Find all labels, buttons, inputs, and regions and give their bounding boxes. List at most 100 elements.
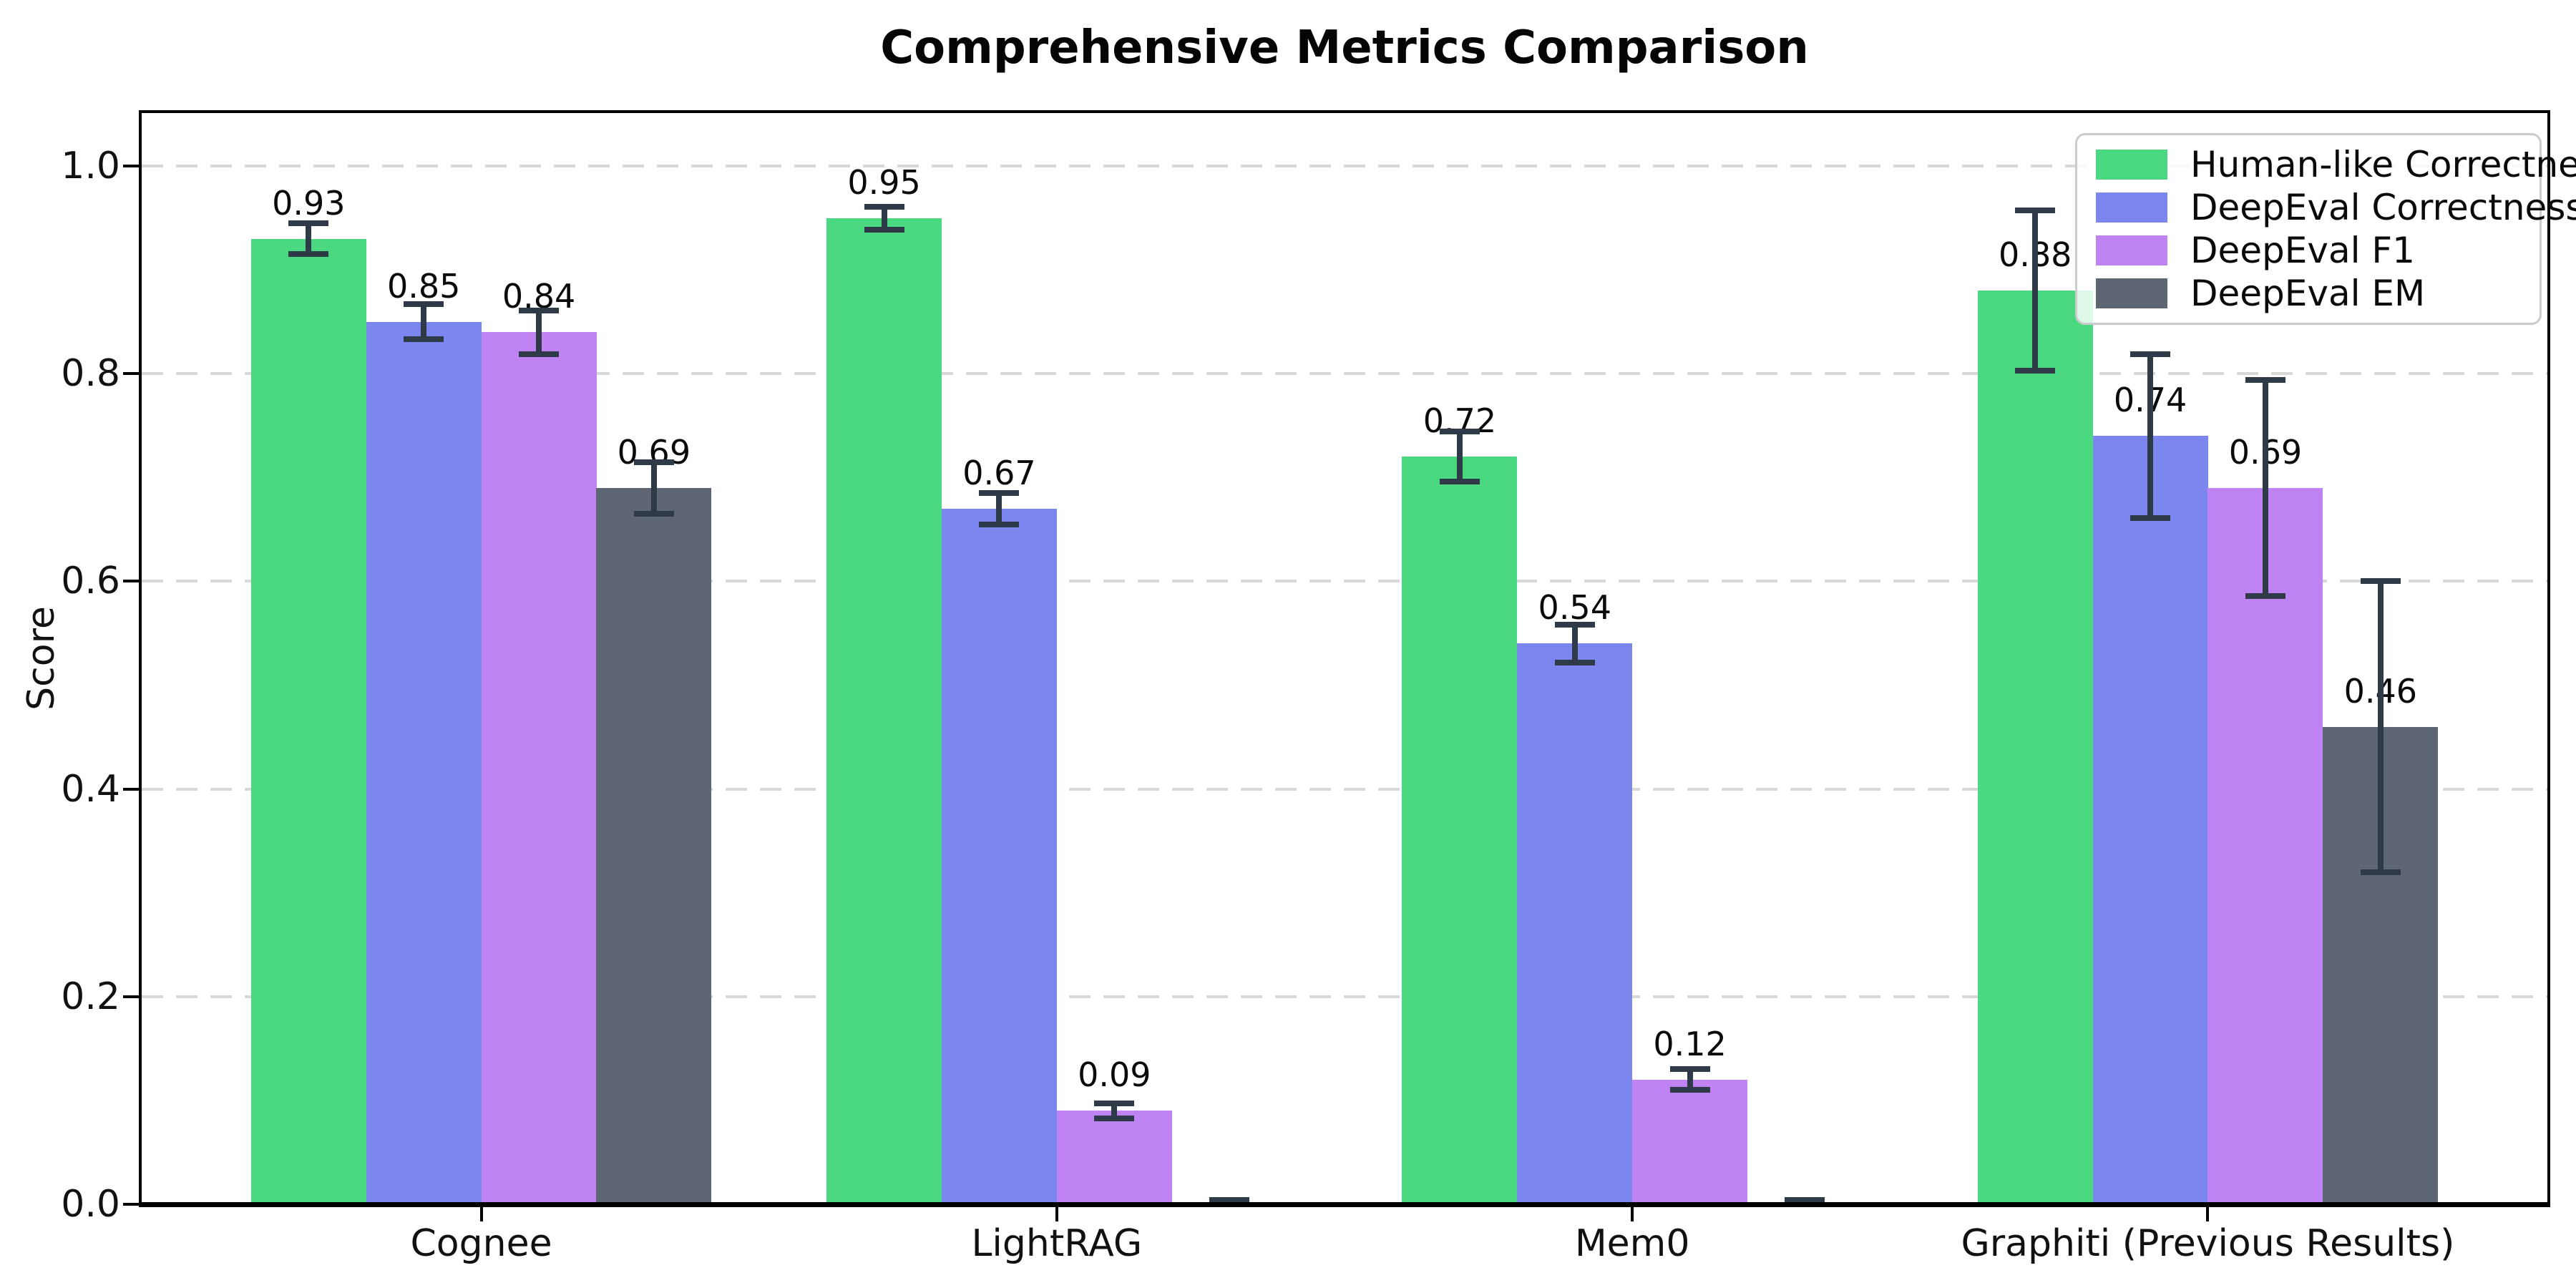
error-bar-cap-bottom [1554, 659, 1595, 665]
x-tick [1055, 1207, 1058, 1221]
error-bar-cap-bottom [2015, 367, 2056, 374]
y-tick [123, 372, 139, 376]
bar [1402, 457, 1518, 1204]
error-bar-cap-top [2130, 351, 2171, 357]
error-bar-cap-bottom [864, 226, 904, 233]
chart-title: Comprehensive Metrics Comparison [880, 21, 1809, 74]
error-bar-cap-top [1439, 429, 1480, 435]
bar-value-label: 0.95 [847, 162, 921, 202]
legend: Human-like Correctness DeepEval Correctne… [2075, 133, 2576, 325]
gridline [142, 995, 2547, 998]
legend-item: Human-like Correctness [2096, 144, 2576, 185]
error-bar-cap-bottom [288, 251, 329, 258]
bars-layer [142, 113, 2547, 1204]
error-bar-line [1571, 625, 1578, 663]
gridline [142, 787, 2547, 791]
legend-label: Human-like Correctness [2190, 144, 2576, 185]
bar-value-label: 0.12 [1653, 1024, 1727, 1063]
error-bar-line [1687, 1069, 1693, 1091]
bar [2207, 487, 2323, 1204]
error-bar-line [1456, 431, 1463, 482]
bar [826, 218, 942, 1204]
error-bar-cap-bottom [404, 336, 444, 343]
bar [596, 487, 712, 1204]
error-bar-cap-top [1209, 1197, 1250, 1204]
error-bar-cap-top [864, 203, 904, 210]
y-tick-label: 0.2 [61, 975, 120, 1018]
error-bar-cap-top [1554, 622, 1595, 628]
legend-item: DeepEval F1 [2096, 230, 2521, 271]
error-bar-line [421, 303, 427, 340]
y-tick-label: 1.0 [61, 145, 120, 187]
y-tick [123, 580, 139, 583]
error-bar-cap-top [633, 459, 674, 465]
error-bar-cap-bottom [979, 521, 1020, 527]
bar [481, 332, 597, 1204]
bar-value-label: 0.85 [386, 266, 461, 306]
error-bar-cap-top [519, 307, 560, 313]
bar [941, 508, 1057, 1204]
bar [1056, 1111, 1172, 1204]
error-bar-line [2147, 353, 2154, 518]
gridline [142, 165, 2547, 167]
error-bar-line [1111, 1103, 1118, 1118]
error-bar-cap-bottom [633, 511, 674, 517]
error-bar-cap-top [2245, 376, 2285, 383]
x-tick-label: Graphiti (Previous Results) [1961, 1222, 2455, 1265]
error-bar-cap-bottom [519, 351, 560, 357]
x-tick-label: Mem0 [1574, 1222, 1690, 1265]
bar-value-label: 0.67 [962, 453, 1036, 492]
grid-layer [142, 113, 2547, 1204]
error-bar-cap-bottom [2130, 514, 2171, 521]
bar-value-label: 0.09 [1078, 1055, 1151, 1095]
error-bar-cap-bottom [1669, 1087, 1710, 1093]
y-tick-label: 0.8 [61, 352, 120, 396]
y-axis-label: Score [20, 606, 63, 711]
legend-swatch [2096, 192, 2167, 223]
error-bars-layer [142, 113, 2547, 1204]
error-bar-cap-bottom [2245, 592, 2285, 599]
error-bar-line [2032, 210, 2039, 371]
error-bar-cap-top [2360, 578, 2401, 585]
legend-label: DeepEval EM [2190, 273, 2426, 314]
error-bar-line [536, 310, 542, 354]
bar-value-label: 0.54 [1538, 588, 1611, 628]
error-bar-line [996, 493, 1002, 525]
gridline [142, 580, 2547, 583]
bar [366, 321, 482, 1204]
y-tick [123, 165, 139, 167]
gridline [142, 372, 2547, 376]
legend-swatch [2096, 278, 2167, 308]
error-bar-cap-top [1094, 1101, 1135, 1107]
error-bar-line [2262, 379, 2268, 596]
legend-label: DeepEval Correctness [2190, 187, 2576, 228]
y-tick-label: 0.6 [61, 560, 120, 603]
error-bar-line [306, 223, 312, 255]
error-bar-cap-top [1785, 1197, 1825, 1204]
error-bar-cap-top [979, 490, 1020, 497]
y-tick [123, 995, 139, 998]
bar-value-label: 0.93 [272, 183, 346, 223]
y-tick [123, 1203, 139, 1206]
x-tick [479, 1207, 483, 1221]
x-tick [2206, 1207, 2210, 1221]
error-bar-cap-top [404, 301, 444, 307]
y-tick-label: 0.0 [61, 1183, 120, 1226]
y-tick-label: 0.4 [61, 767, 120, 811]
error-bar-cap-top [288, 220, 329, 226]
error-bar-cap-top [1669, 1066, 1710, 1073]
legend-swatch [2096, 150, 2167, 180]
error-bar-line [2377, 581, 2384, 872]
bar [1632, 1079, 1748, 1204]
bar [2092, 436, 2208, 1204]
legend-label: DeepEval F1 [2190, 230, 2415, 271]
error-bar-line [650, 462, 657, 514]
bar [1977, 291, 2093, 1204]
bar [250, 238, 366, 1204]
legend-item: DeepEval Correctness [2096, 187, 2576, 228]
error-bar-cap-bottom [1439, 479, 1480, 485]
error-bar-cap-top [2015, 208, 2056, 214]
error-bar-line [881, 206, 887, 230]
legend-item: DeepEval EM [2096, 273, 2521, 314]
